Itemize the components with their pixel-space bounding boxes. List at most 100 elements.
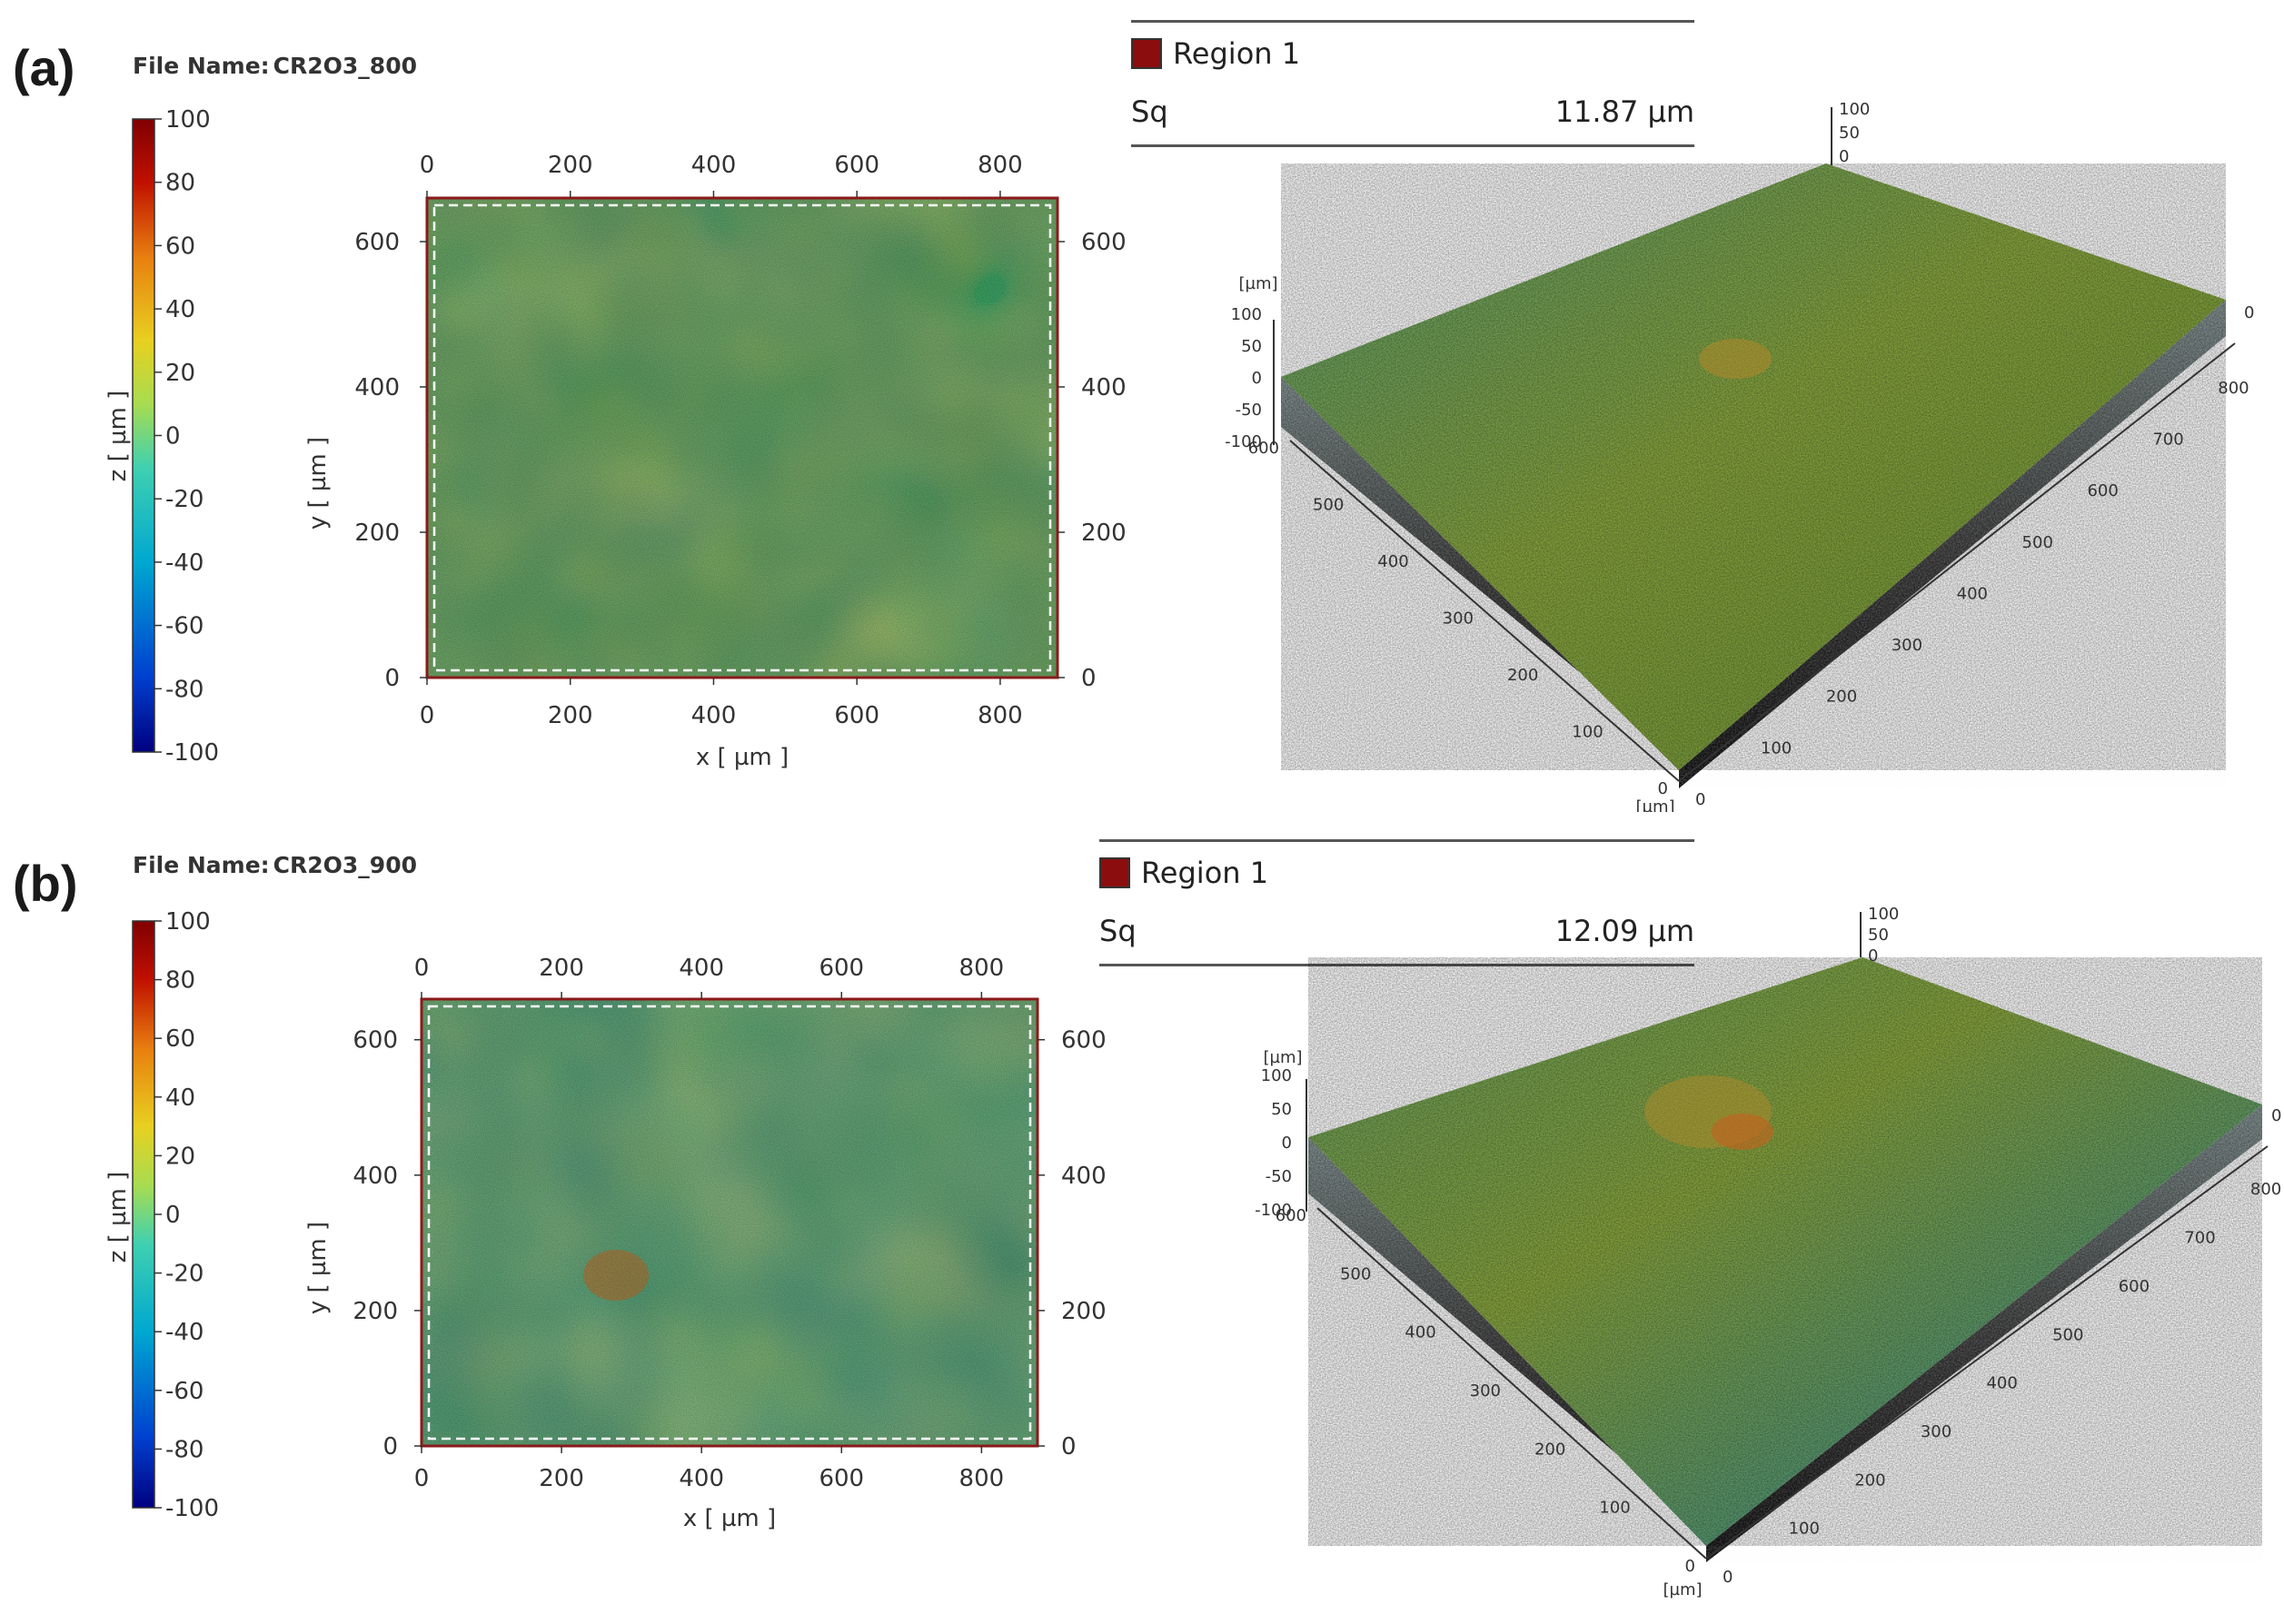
y3d-tick-label: 600 <box>1276 1206 1306 1225</box>
x3d-tick-label: 800 <box>2250 1180 2281 1199</box>
colorbar-tick-label: -20 <box>165 1261 204 1288</box>
file-name-value: CR2O3_900 <box>273 852 417 878</box>
y-tick-label-left: 200 <box>354 520 400 547</box>
top-z-tick-label: 100 <box>1868 905 1899 924</box>
sq-label: Sq <box>1131 94 1168 129</box>
surface-peak <box>1712 1114 1773 1150</box>
z-tick-label: 100 <box>1231 305 1262 324</box>
colorbar-tick-label: 0 <box>165 1202 181 1229</box>
x3d-tick-label: 200 <box>1854 1471 1885 1490</box>
colorbar-tick-label: -60 <box>165 1378 204 1405</box>
y-tick-label-left: 400 <box>354 374 400 401</box>
x3d-tick-label: 300 <box>1892 636 1922 655</box>
y3d-tick-label: 100 <box>1599 1499 1630 1518</box>
surface-side-right-texture <box>1706 1104 2262 1562</box>
z-tick-label: 50 <box>1271 1100 1292 1119</box>
x3d-tick-label: 100 <box>1789 1520 1820 1539</box>
x3d-tick-label: 700 <box>2184 1229 2215 1248</box>
colorbar-tick-label: -80 <box>165 676 204 703</box>
y-tick-label-left: 200 <box>353 1298 398 1325</box>
colorbar-tick-label: -40 <box>165 1319 204 1346</box>
x3d-tick-label: 800 <box>2218 379 2249 398</box>
top-z-tick-label: 0 <box>1868 946 1878 965</box>
z-colorbar: 100 80 60 40 20 0 -20 -40 -60 -80 -100 z [ µm ] <box>104 908 219 1522</box>
file-name-label: File Name: <box>133 53 270 79</box>
x-axis-label: x [ µm ] <box>696 744 789 771</box>
x3d-tick-label: 100 <box>1761 738 1792 758</box>
panel-label: (b) <box>13 855 78 912</box>
colorbar-tick-label: 20 <box>165 1143 195 1170</box>
x-tick-label-top: 800 <box>978 152 1023 179</box>
x-tick-label-top: 200 <box>548 152 593 179</box>
z-tick-label: 100 <box>1261 1066 1292 1085</box>
region-divider-top <box>1099 839 1694 842</box>
sq-value: 12.09 µm <box>1554 914 1694 948</box>
y3d-tick-label: 200 <box>1507 666 1538 685</box>
colorbar-tick-label: 40 <box>165 296 195 323</box>
x-tick-label-bottom: 200 <box>539 1465 584 1492</box>
z-unit-label: [µm] <box>1238 274 1277 293</box>
x3d-tick-label: 600 <box>2087 481 2118 500</box>
y-tick-label-right: 200 <box>1081 520 1127 547</box>
y3d-tick-label: 400 <box>1377 552 1408 571</box>
panel-b: (b) File Name: CR2O3_900 100 80 60 40 20 0 -20-… <box>0 812 2284 1624</box>
colorbar-title: z [ µm ] <box>104 1172 132 1263</box>
colorbar-tick-label: 60 <box>165 1025 195 1053</box>
region-readout: Region 1 Sq 12.09 µm <box>1099 839 1694 966</box>
x-axis-label: x [ µm ] <box>683 1505 776 1532</box>
x3d-tick-label: 400 <box>1986 1374 2017 1393</box>
region-color-swatch <box>1099 857 1130 888</box>
z-unit-label: [µm] <box>1263 1048 1302 1067</box>
colorbar-tick-label: -100 <box>165 739 219 767</box>
x-tick-label-bottom: 600 <box>819 1465 864 1492</box>
y-tick-label-right: 400 <box>1061 1163 1107 1190</box>
y3d-tick-label: 100 <box>1572 723 1603 742</box>
surface-3d-axes: 100500-50-100100500600500400300200100001… <box>1225 100 2254 809</box>
x-tick-label-top: 600 <box>834 152 879 179</box>
colorbar-tick-label: 80 <box>165 967 195 995</box>
y-tick-label-right: 200 <box>1061 1298 1107 1325</box>
surface-3d-axes: 100500-50-100100500600500400300200100001… <box>1255 905 2281 1587</box>
y-axis-line <box>1289 440 1680 782</box>
colorbar-tick-label: -100 <box>165 1495 219 1522</box>
colorbar-tick-label: 100 <box>165 908 211 936</box>
x3d-tick-label: 600 <box>2119 1277 2150 1296</box>
z-tick-label: -50 <box>1266 1167 1292 1186</box>
roi-outline <box>432 203 1052 672</box>
colorbar-tick-label: -60 <box>165 613 204 640</box>
map-texture <box>422 999 1038 1446</box>
region-divider-bottom <box>1099 964 1694 966</box>
x-tick-label-top: 400 <box>679 955 724 982</box>
region-color-swatch <box>1131 38 1162 69</box>
y-tick-label-right: 600 <box>1081 229 1127 256</box>
x-tick-label-bottom: 400 <box>679 1465 724 1492</box>
y-tick-label-right: 0 <box>1081 665 1097 692</box>
y-tick-label-right: 0 <box>1061 1433 1077 1461</box>
surface-3d-view: 100500-50-100100500600500400300200100001… <box>1225 100 2254 812</box>
map-border <box>420 997 1039 1448</box>
colorbar-tick-label: -40 <box>165 550 204 577</box>
x-tick-label-top: 400 <box>691 152 737 179</box>
colorbar-title: z [ µm ] <box>104 391 132 482</box>
file-name-label: File Name: <box>133 852 270 878</box>
x-tick-label-top: 200 <box>539 955 584 982</box>
x3d-tick-label: 0 <box>1723 1568 1733 1587</box>
x-tick-label-bottom: 600 <box>834 702 879 729</box>
z-tick-label: -100 <box>1255 1201 1292 1220</box>
x-tick-label-bottom: 400 <box>691 702 737 729</box>
x3d-tick-label: 400 <box>1957 584 1988 603</box>
y3d-tick-label: 600 <box>1248 439 1279 458</box>
x-tick-label-bottom: 800 <box>959 1465 1005 1492</box>
colorbar-tick-label: 0 <box>165 423 181 451</box>
colorbar-tick-label: 20 <box>165 360 195 387</box>
x-tick-label-bottom: 0 <box>414 1465 430 1492</box>
x-tick-label-top: 0 <box>414 955 430 982</box>
x-tick-label-top: 800 <box>959 955 1005 982</box>
y-tick-label-left: 600 <box>353 1027 398 1055</box>
file-name: File Name: CR2O3_900 <box>133 852 421 878</box>
x-tick-label-top: 600 <box>819 955 864 982</box>
y3d-tick-label: 500 <box>1313 496 1344 515</box>
